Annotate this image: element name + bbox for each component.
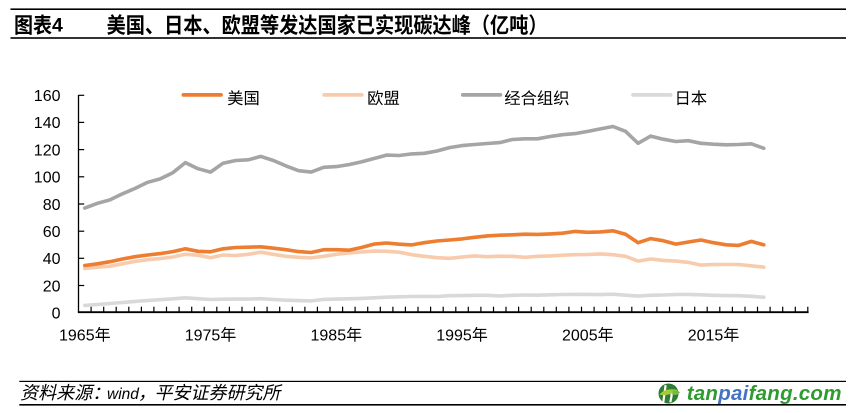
svg-text:1995: 1995 bbox=[436, 327, 472, 344]
svg-text:2005: 2005 bbox=[562, 327, 598, 344]
svg-text:40: 40 bbox=[43, 251, 61, 268]
svg-text:4: 4 bbox=[52, 14, 63, 36]
svg-text:80: 80 bbox=[43, 197, 61, 214]
svg-text:120: 120 bbox=[34, 142, 61, 159]
svg-text:tanpaifang.com: tanpaifang.com bbox=[687, 382, 842, 405]
svg-text:2015: 2015 bbox=[688, 327, 724, 344]
svg-text:100: 100 bbox=[34, 170, 61, 187]
svg-text:1965: 1965 bbox=[59, 327, 95, 344]
svg-text:20: 20 bbox=[43, 278, 61, 295]
svg-text:0: 0 bbox=[52, 306, 61, 323]
svg-text:160: 160 bbox=[34, 88, 61, 105]
svg-text:1985: 1985 bbox=[311, 327, 347, 344]
svg-text:60: 60 bbox=[43, 224, 61, 241]
svg-text:wind: wind bbox=[107, 386, 140, 403]
svg-text:1975: 1975 bbox=[185, 327, 221, 344]
svg-text:140: 140 bbox=[34, 115, 61, 132]
